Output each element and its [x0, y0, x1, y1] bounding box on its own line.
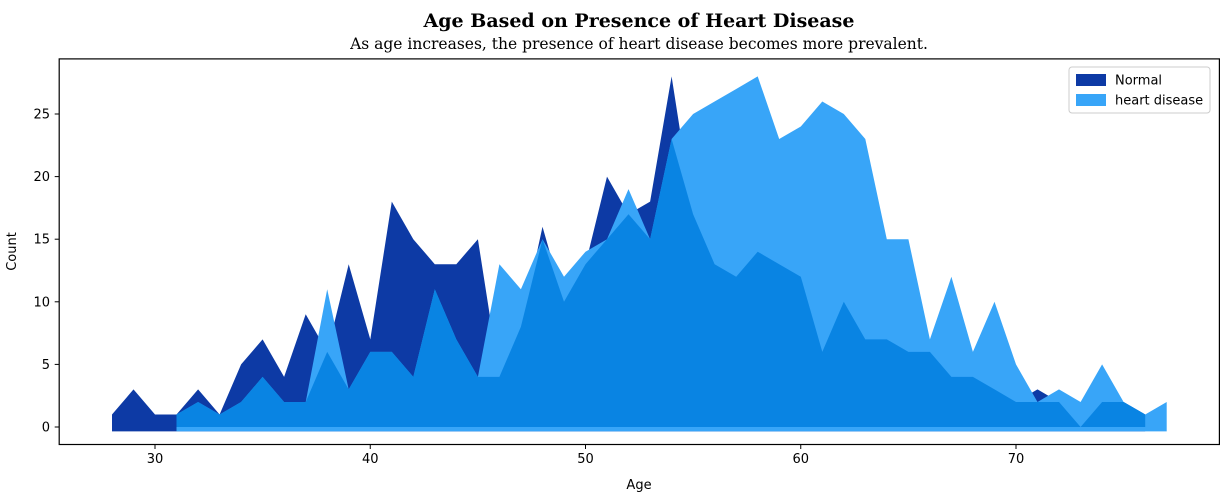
- y-tick-label: 25: [33, 108, 50, 123]
- chart-subtitle: As age increases, the presence of heart …: [349, 35, 928, 53]
- x-tick-label: 40: [362, 452, 379, 467]
- y-axis-label: Count: [5, 232, 20, 271]
- legend-label-heart-disease: heart disease: [1115, 94, 1203, 109]
- y-tick-label: 10: [33, 295, 50, 310]
- plot-frame: [58, 58, 1220, 446]
- y-tick-label: 0: [42, 421, 50, 436]
- axis-ticks: 30 40 50 60 70 0 5 10 15 20 25: [33, 108, 1024, 468]
- series-layer: [112, 76, 1167, 432]
- x-axis-label: Age: [626, 478, 651, 493]
- y-tick-label: 5: [42, 358, 50, 373]
- y-tick-label: 15: [33, 233, 50, 248]
- x-tick-label: 60: [792, 452, 809, 467]
- legend-swatch-heart-disease: [1076, 94, 1106, 106]
- y-tick-label: 20: [33, 170, 50, 185]
- legend-label-normal: Normal: [1115, 74, 1162, 89]
- overlap-area: [176, 139, 1146, 427]
- x-tick-label: 30: [147, 452, 164, 467]
- legend-swatch-normal: [1076, 74, 1106, 86]
- x-tick-label: 70: [1008, 452, 1025, 467]
- chart-title: Age Based on Presence of Heart Disease: [423, 10, 855, 32]
- legend: Normal heart disease: [1068, 66, 1211, 114]
- x-tick-label: 50: [577, 452, 594, 467]
